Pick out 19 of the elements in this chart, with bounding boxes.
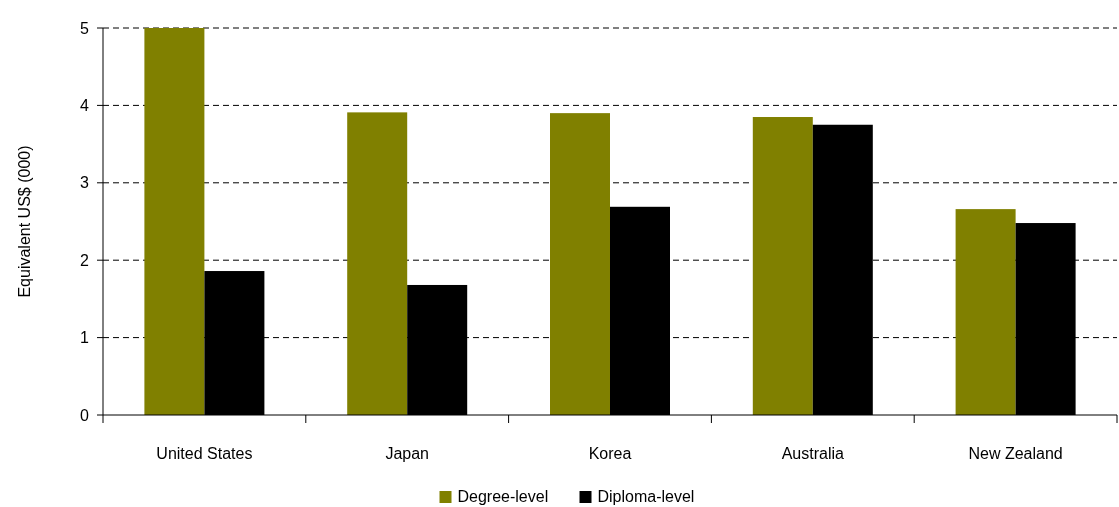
y-tick-label: 4	[80, 97, 90, 114]
x-tick-label: New Zealand	[968, 445, 1063, 462]
x-tick-label: Korea	[588, 445, 632, 462]
bar	[752, 117, 813, 415]
bar	[955, 209, 1016, 415]
y-axis-title: Equivalent US$ (000)	[16, 145, 33, 298]
y-tick-label: 5	[80, 19, 90, 37]
y-tick-label: 0	[80, 406, 90, 424]
y-tick-label: 3	[80, 174, 90, 192]
bar	[550, 113, 610, 415]
legend-label: Degree-level	[457, 488, 549, 505]
x-tick-label: Australia	[781, 445, 845, 462]
bar	[347, 112, 408, 415]
legend-label: Diploma-level	[597, 488, 695, 505]
bar	[144, 28, 205, 415]
y-tick-label: 2	[80, 251, 90, 269]
y-tick-label: 1	[80, 329, 90, 347]
x-tick-label: Japan	[385, 445, 429, 462]
x-tick-label: United States	[156, 445, 253, 462]
